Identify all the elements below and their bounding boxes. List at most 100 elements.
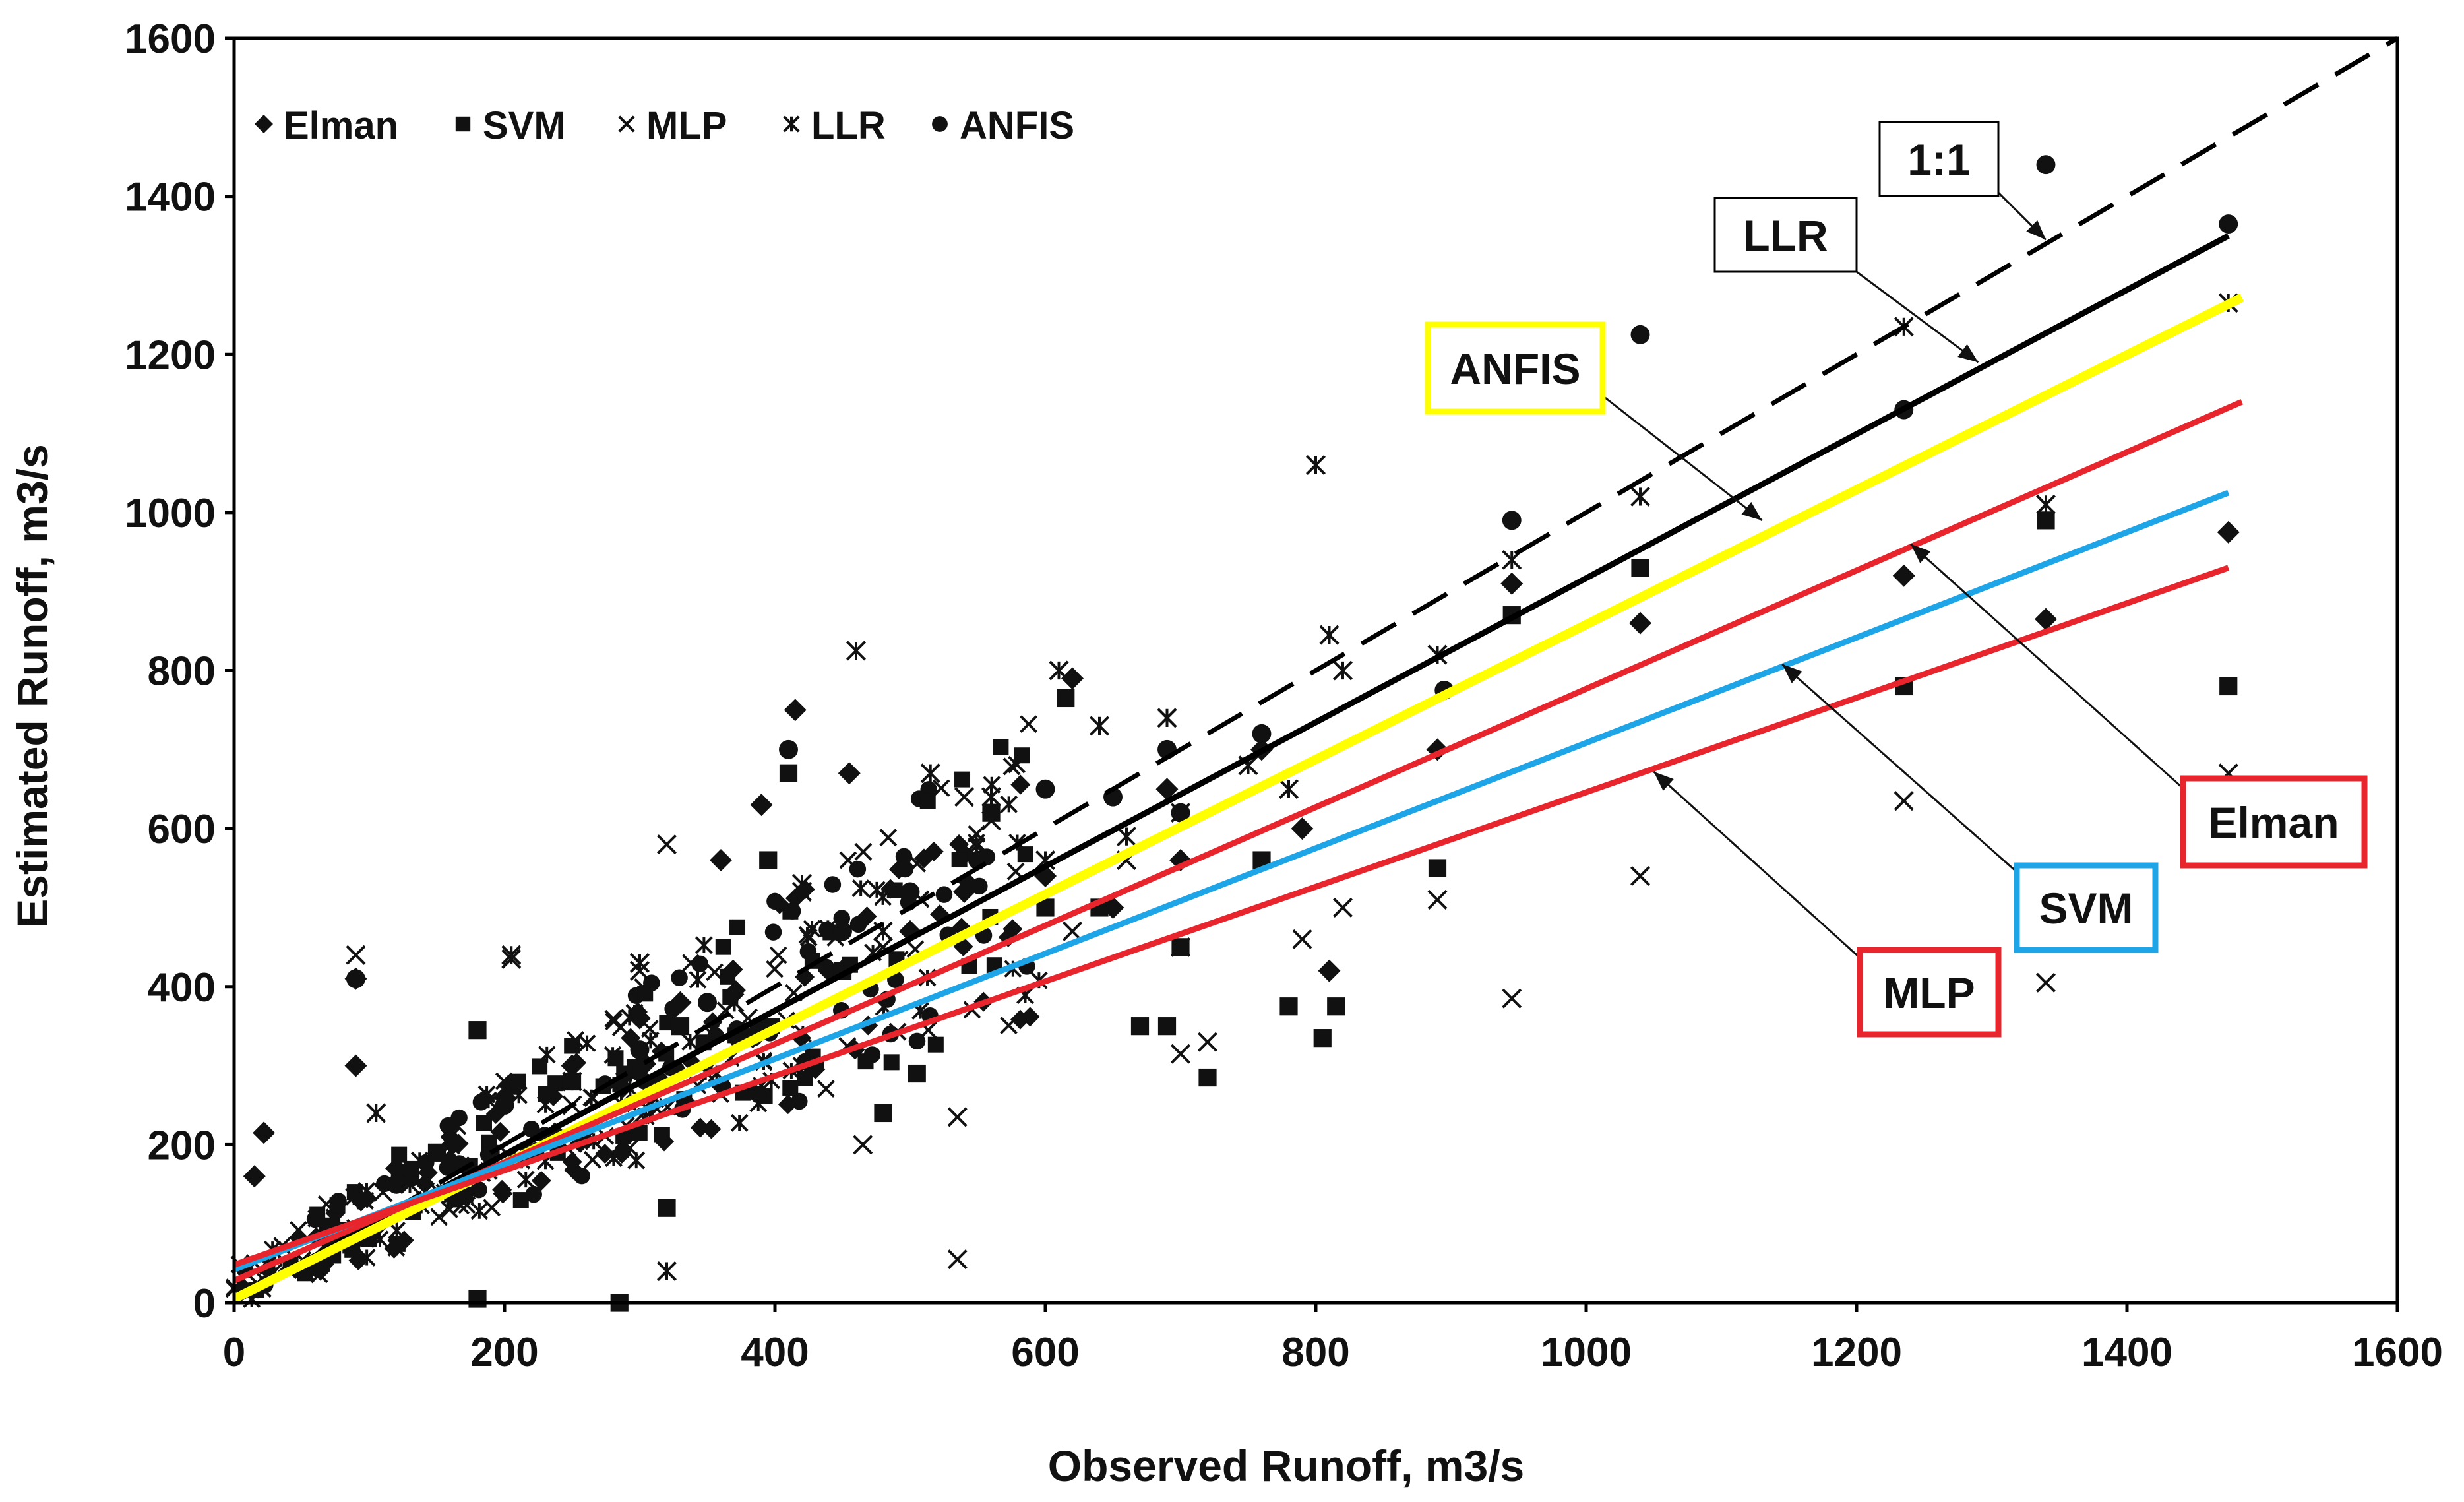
trend-line-llr [232,233,2230,1301]
cloud-point [470,1181,487,1199]
point-llr [1332,660,1353,681]
point-mlp [1502,988,1522,1009]
cloud-point [879,829,898,847]
callout-arrowhead [1741,501,1762,520]
cloud-point [476,1115,493,1131]
point-svm [1327,997,1345,1016]
point-svm [2037,511,2055,530]
cloud-point [475,1088,495,1109]
x-tick-label: 1000 [1541,1330,1632,1375]
point-elman [953,880,975,903]
cloud-point [935,886,953,903]
y-tick-label: 1600 [125,16,216,62]
callout-arrow-elman [1909,543,2184,790]
cloud-point [604,1149,623,1168]
point-mlp [1170,1044,1191,1064]
point-elman [710,849,732,872]
point-svm [2219,677,2238,696]
point-svm [1130,1017,1150,1036]
cloud-point [888,860,909,880]
cloud-point [531,1170,551,1191]
legend-marker-anfis [932,116,948,132]
cloud-point [578,1034,596,1053]
point-anfis [346,969,365,989]
callout-arrowhead [1911,544,1931,563]
cloud-point [490,1121,510,1142]
y-axis-label: Estimated Runoff, m3/s [8,444,57,927]
cloud-point [595,1144,615,1164]
callout-label-mlp: MLP [1883,968,1975,1017]
point-elman [629,1007,651,1030]
point-llr [501,945,522,965]
x-tick-label: 800 [1281,1330,1349,1375]
callout-label-1to1: 1:1 [1907,135,1970,184]
cloud-point [523,1121,540,1138]
callout-arrow-llr [1856,270,1979,363]
x-tick-label: 1400 [2081,1330,2172,1375]
point-elman [2035,608,2057,631]
cloud-point [538,1046,556,1064]
callout-label-elman: Elman [2208,798,2339,847]
cloud-point [769,946,787,964]
point-elman [1291,817,1314,840]
y-tick-label: 1200 [125,332,216,378]
cloud-point [886,882,903,898]
cloud-point [689,970,707,989]
cloud-point [654,1127,670,1143]
cloud-point [914,848,935,869]
x-tick-label: 0 [223,1330,245,1375]
point-llr [1157,708,1177,728]
cloud-point [290,1221,307,1239]
point-svm [468,1290,487,1308]
point-elman [750,794,773,817]
point-mlp [954,787,975,807]
cloud-point [798,925,816,944]
x-tick-label: 400 [741,1330,809,1375]
legend-label-anfis: ANFIS [960,104,1074,147]
point-elman [1155,778,1179,801]
annotations: 1:1 LLR ANFIS Elman SVM MLP [1425,121,2368,1038]
cloud-point [483,1199,501,1217]
point-llr [724,992,745,1013]
y-tick-label: 1000 [125,491,216,536]
cloud-point [417,1162,438,1183]
callout-arrow-anfis [1602,394,1763,522]
x-tick-label: 1200 [1811,1330,1902,1375]
cloud-point [603,1046,622,1064]
point-svm [759,851,778,869]
cloud-point [919,793,936,809]
cloud-point [387,1239,406,1257]
point-svm [1057,689,1075,708]
cloud-point [348,1250,369,1270]
point-elman [243,1165,266,1188]
callout-box-elman [2180,775,2368,869]
x-tick-label: 200 [470,1330,538,1375]
point-mlp [1332,897,1353,918]
point-mlp [1292,929,1312,949]
legend: Elman SVM MLP LLR ANFIS [255,104,1074,147]
cloud-point [345,1187,363,1206]
cloud-point [766,960,784,978]
cloud-point [854,842,873,861]
cloud-point [720,968,736,985]
cloud-point [715,939,731,955]
cloud-point [1000,795,1018,813]
cloud-point [1017,846,1033,863]
cloud-point [764,923,782,941]
point-svm [982,803,1001,822]
y-tick-label: 0 [193,1281,216,1327]
point-elman [784,699,807,722]
point-elman [838,762,861,785]
cloud-point [1010,1009,1030,1030]
trend-line-elman [233,399,2244,1284]
point-llr [1049,660,1069,681]
cloud-point [782,1080,799,1096]
cloud-point [863,1046,881,1063]
cloud-point [817,1080,835,1098]
cloud-point [681,1033,699,1051]
callout-arrow-svm [1781,663,2017,873]
point-anfis [1502,511,1522,530]
cloud-point [851,879,870,897]
cloud-point [357,1182,376,1200]
